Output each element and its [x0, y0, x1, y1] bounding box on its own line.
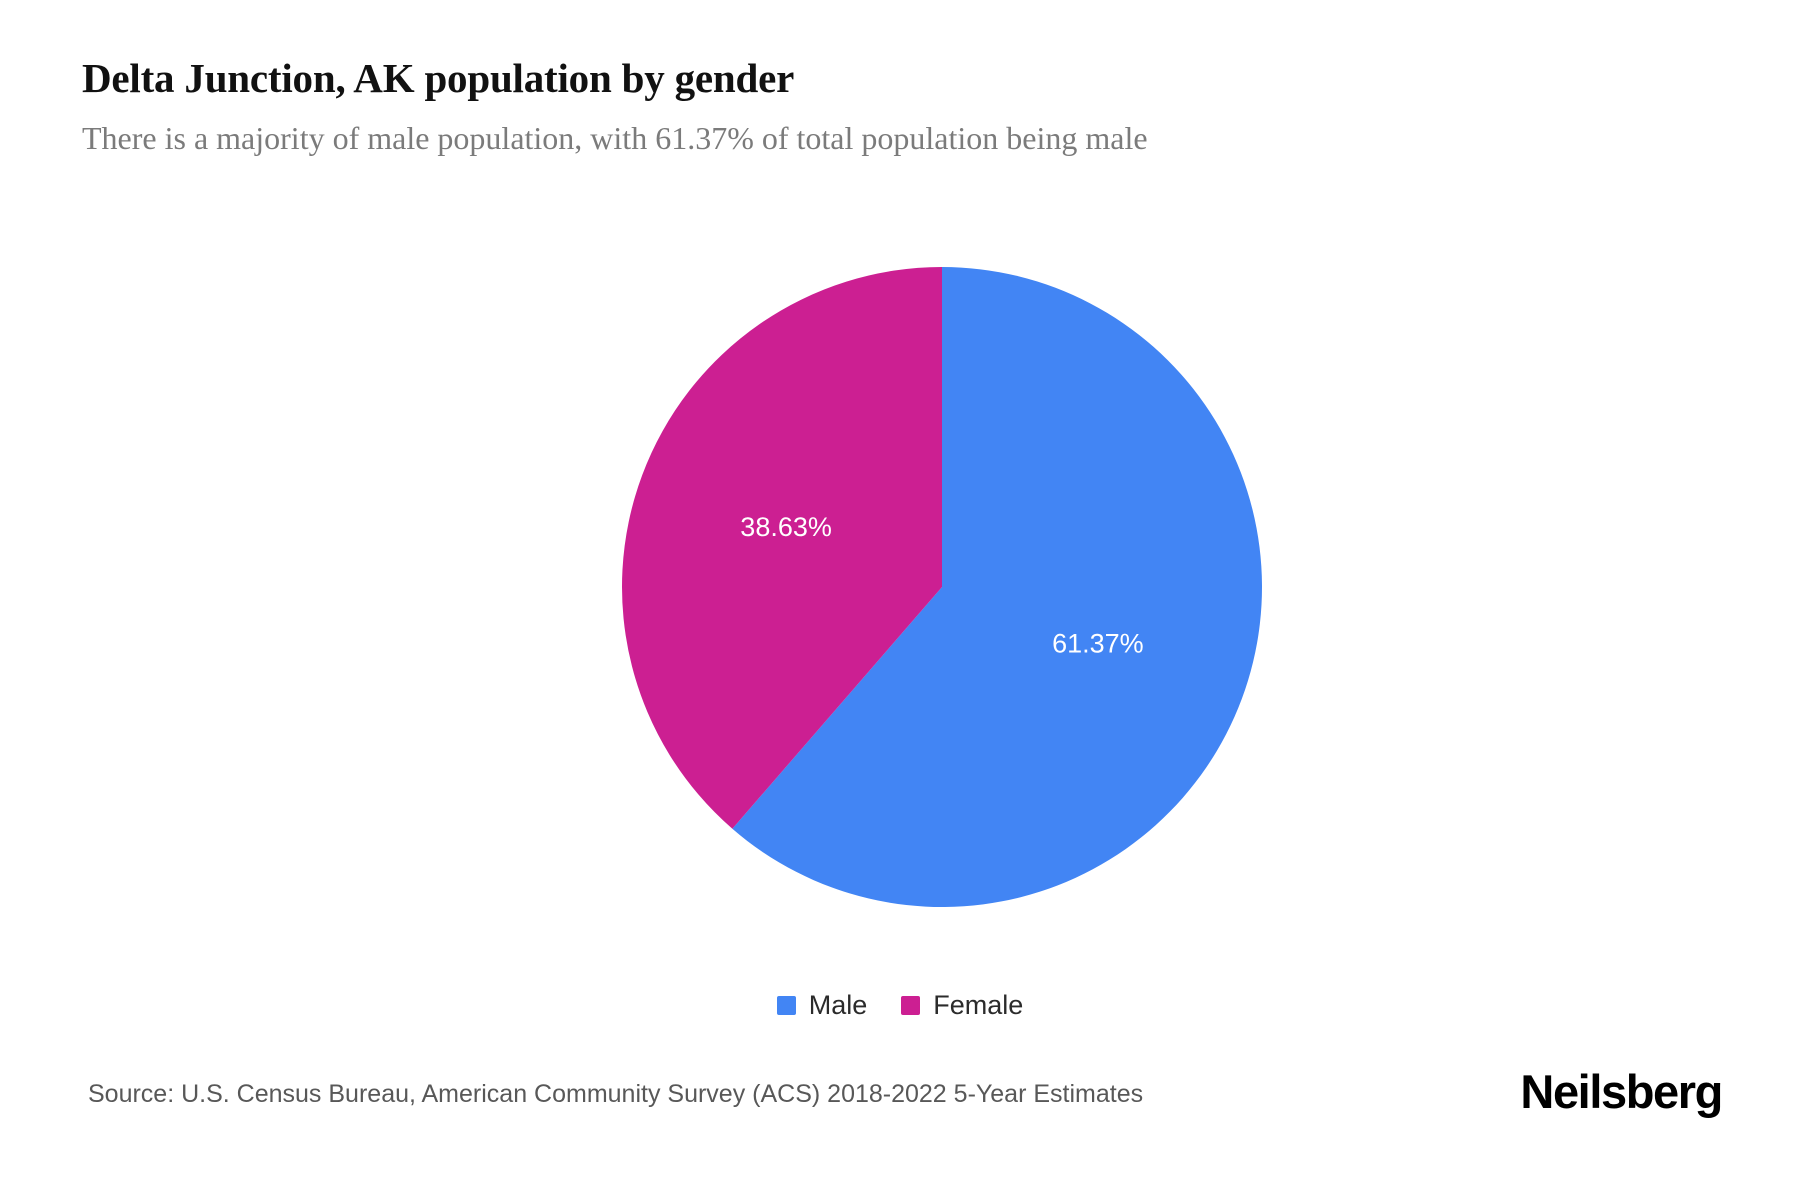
pie-slice-male[interactable]: [732, 267, 1262, 907]
chart-title: Delta Junction, AK population by gender: [82, 55, 795, 101]
chart-header: Delta Junction, AK population by gender …: [82, 55, 1722, 157]
source-note: Source: U.S. Census Bureau, American Com…: [88, 1080, 1144, 1108]
square-swatch-icon: [776, 996, 796, 1015]
brand-logo: Neilsberg: [1520, 1065, 1723, 1118]
square-swatch-icon: [901, 996, 921, 1015]
chart-subtitle: There is a majority of male population, …: [82, 119, 1148, 156]
chart-legend: Male Female: [0, 992, 1800, 1019]
plot-area: 38.63% 61.37%: [0, 195, 1800, 935]
legend-label-female: Female: [933, 990, 1024, 1020]
pie-label-female: 38.63%: [740, 512, 832, 542]
chart-footer: Source: U.S. Census Bureau, American Com…: [0, 1065, 1800, 1142]
pie-chart: 38.63% 61.37%: [620, 265, 1264, 909]
legend-label-male: Male: [808, 990, 868, 1020]
legend-item-male[interactable]: Male: [776, 990, 868, 1020]
pie-slice-female[interactable]: [621, 267, 942, 829]
pie-label-male: 61.37%: [1052, 628, 1144, 658]
pie-svg: 38.63% 61.37%: [621, 267, 1262, 907]
legend-item-female[interactable]: Female: [901, 992, 1023, 1019]
